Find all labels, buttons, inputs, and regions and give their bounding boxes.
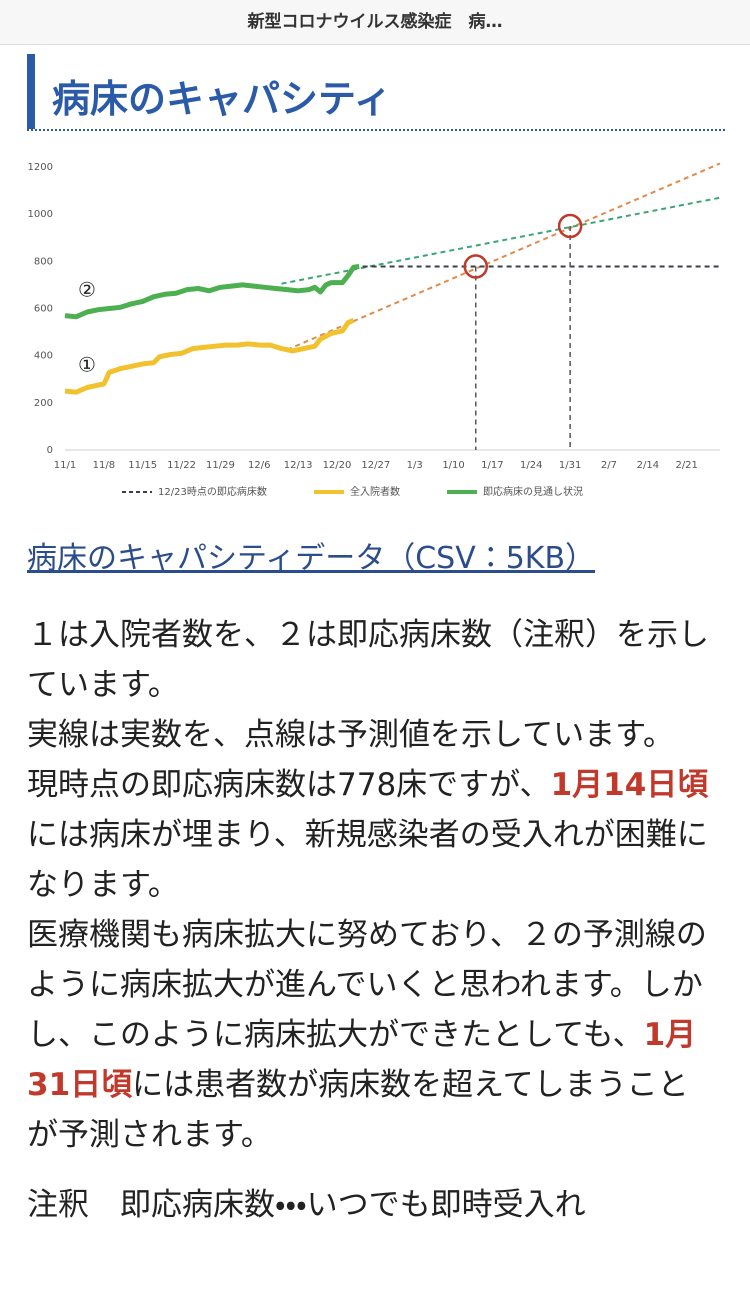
- annotation: ①: [78, 353, 96, 377]
- annotation: ②: [78, 278, 96, 302]
- emphasis-text: 1月14日頃: [550, 767, 709, 803]
- text-segment: 医療機関も病床拡大に努めており、２の予測線のように病床拡大が進んでいくと思われま…: [27, 917, 707, 1053]
- paragraph: 実線は実数を、点線は予測値を示しています。: [27, 710, 717, 760]
- x-tick-label: 1/17: [481, 460, 503, 471]
- marker-circle: [463, 254, 489, 279]
- text-segment: には病床が埋まり、新規感染者の受入れが困難になります。: [27, 817, 708, 903]
- x-tick-label: 11/8: [93, 460, 115, 471]
- y-tick-label: 400: [34, 351, 53, 362]
- text-segment: 現時点の即応病床数は778床ですが、: [27, 767, 551, 803]
- y-tick-label: 200: [34, 398, 53, 409]
- projection-line: [281, 196, 721, 285]
- x-tick-label: 1/3: [407, 460, 423, 471]
- y-tick-label: 0: [47, 445, 53, 456]
- paragraph: 現時点の即応病床数は778床ですが、1月14日頃には病床が埋まり、新規感染者の受…: [27, 760, 717, 910]
- legend-label: 12/23時点の即応病床数: [158, 485, 267, 498]
- text-segment: １は入院者数を、２は即応病床数（注釈）を示しています。: [27, 617, 709, 703]
- paragraph: 医療機関も病床拡大に努めており、２の予測線のように病床拡大が進んでいくと思われま…: [27, 910, 717, 1160]
- y-tick-label: 1000: [28, 209, 53, 220]
- x-tick-label: 12/20: [323, 460, 352, 471]
- x-tick-label: 1/10: [442, 460, 464, 471]
- x-tick-label: 12/6: [248, 460, 270, 471]
- description: １は入院者数を、２は即応病床数（注釈）を示しています。実線は実数を、点線は予測値…: [27, 610, 717, 1230]
- x-tick-label: 2/14: [637, 460, 659, 471]
- x-tick-label: 11/22: [167, 460, 196, 471]
- text-segment: 実線は実数を、点線は予測値を示しています。: [27, 717, 674, 753]
- x-tick-label: 2/7: [601, 460, 617, 471]
- x-tick-label: 12/13: [284, 460, 313, 471]
- x-tick-label: 1/31: [559, 460, 581, 471]
- y-tick-label: 800: [34, 256, 53, 267]
- text-segment: には患者数が病床数を超えてしまうことが予測されます。: [27, 1067, 689, 1153]
- paragraph: １は入院者数を、２は即応病床数（注釈）を示しています。: [27, 610, 717, 710]
- x-tick-label: 11/1: [54, 460, 76, 471]
- note: 注釈 即応病床数・・・いつでも即時受入れ: [27, 1187, 586, 1223]
- series-line: [64, 264, 360, 320]
- y-tick-label: 1200: [28, 162, 53, 173]
- csv-link[interactable]: 病床のキャパシティデータ（CSV：5KB）: [27, 541, 596, 576]
- emphasis-text: 1月31日頃: [27, 1017, 697, 1103]
- heading-text: 病床のキャパシティ: [52, 77, 392, 121]
- chart: 0 200 400 600 800 1000 1200 11/1 11/8 11/15 11/22 1…: [28, 162, 721, 498]
- header-title: 新型コロナウイルス感染症 病…: [0, 0, 750, 45]
- marker-circle: [557, 213, 583, 239]
- x-tick-label: 12/27: [361, 460, 390, 471]
- projection-line: [286, 162, 721, 351]
- y-tick-label: 600: [34, 304, 53, 315]
- heading-bar: [27, 54, 35, 129]
- series-line: [64, 317, 355, 395]
- x-tick-label: 1/24: [520, 460, 542, 471]
- x-tick-label: 2/21: [675, 460, 697, 471]
- legend-label: 全入院者数: [350, 485, 400, 498]
- section-heading: 病床のキャパシティ: [27, 54, 725, 131]
- x-tick-label: 11/15: [128, 460, 157, 471]
- legend-label: 即応病床の見通し状況: [483, 485, 583, 498]
- x-tick-label: 11/29: [206, 460, 235, 471]
